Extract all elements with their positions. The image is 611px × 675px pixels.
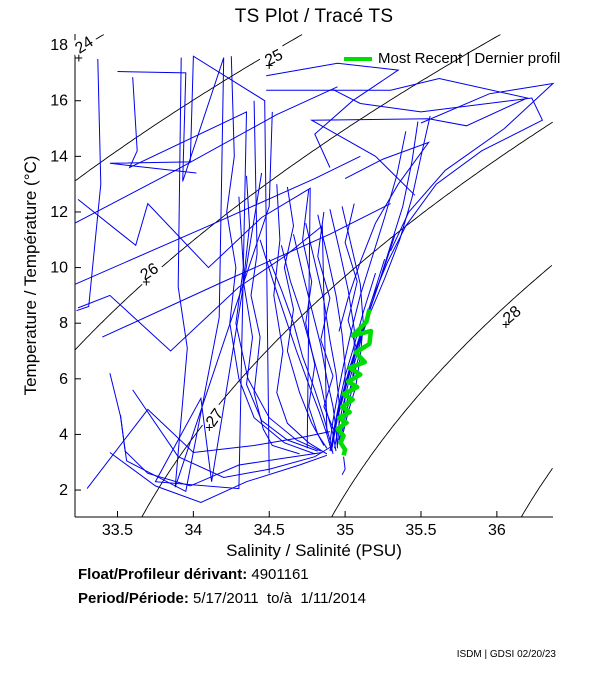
isopycnal-label-bg [199,401,228,433]
period-value: 5/17/2011 to/à 1/11/2014 [188,590,366,607]
isopycnal-label: 25 [262,46,286,69]
profile-line [250,100,300,455]
profile-line [109,452,328,504]
x-tick-label: 35.5 [405,522,436,539]
profile-line [109,55,270,474]
x-tick-label: 34.5 [254,522,285,539]
profile-line [332,89,544,299]
profile-line [273,184,328,455]
profile-line [128,77,263,490]
profile-line [132,389,334,479]
profile-line [390,82,555,252]
profile-line [317,211,336,452]
x-axis-title: Salinity / Salinité (PSU) [226,541,402,560]
profile-line [266,77,529,196]
isopycnal-label-marker: + [205,419,213,435]
x-tick-label: 34 [184,522,202,539]
y-axis-title: Temperature / Température (°C) [21,156,40,396]
float-id-line: Float/Profileur dérivant: 4901161 [78,566,309,583]
isopycnal-label-bg [496,299,527,329]
isopycnal-label-marker: + [75,50,83,66]
float-id-value: 4901161 [247,566,309,583]
ts-plot-canvas: 33.5 34 34.5 35 35.5 36 2 4 6 8 10 12 14 16 18 Salinity… [21,30,555,560]
legend-label: Most Recent | Dernier profil [378,50,561,67]
profile-line [77,187,311,449]
profile-line [338,141,430,332]
profile-line [242,175,318,452]
profile-line [86,408,331,489]
profile-line [259,239,332,452]
isopycnal-line [520,468,553,518]
page-title: TS Plot / Tracé TS [234,6,394,27]
profile-line [283,186,325,446]
profile-line [331,272,376,446]
profile-line [120,414,323,487]
isopycnal-line [331,265,553,518]
isopycnal-label-bg [68,30,99,59]
profile-line [341,456,346,475]
isopycnal-label-bg [133,257,165,285]
y-tick-label: 12 [50,204,68,221]
isopycnal-label-bg [258,43,289,70]
legend-line-swatch [344,56,372,61]
y-tick-label: 8 [59,315,68,332]
y-tick-label: 10 [50,260,68,277]
profile-line [266,62,400,168]
x-tick-label: 36 [488,522,506,539]
y-tick-label: 16 [50,93,68,110]
isopycnal-label-marker: + [142,273,150,289]
isopycnal-label-marker: + [502,316,510,332]
profile-line [226,56,315,455]
credit-stamp: ISDM | GDSI 02/20/23 [456,649,556,660]
profile-line [74,86,338,224]
y-tick-label: 4 [59,426,68,443]
profile-line [329,131,407,443]
most-recent-profile-line [335,308,374,456]
x-tick-label: 35 [336,522,354,539]
y-tick-label: 18 [50,37,68,54]
profile-line [341,206,364,438]
legend: Most Recent | Dernier profil [344,50,560,67]
profile-line [235,196,322,452]
profile-line [174,57,273,488]
profile-line [102,203,391,338]
profile-line [74,155,361,285]
isopycnal-line [74,34,501,351]
y-tick-label: 2 [59,482,68,499]
x-tick-label: 33.5 [102,522,133,539]
period-line: Period/Période: 5/17/2011 to/à 1/11/2014 [78,590,366,607]
profile-line [76,58,102,312]
profile-line [268,259,334,455]
float-id-label: Float/Profileur dérivant: [78,566,248,583]
y-tick-label: 6 [59,371,68,388]
isopycnal-line [141,121,553,518]
period-label: Period/Période: [78,590,189,607]
isopycnal-label-marker: + [265,57,273,73]
y-tick-label: 14 [50,148,68,165]
